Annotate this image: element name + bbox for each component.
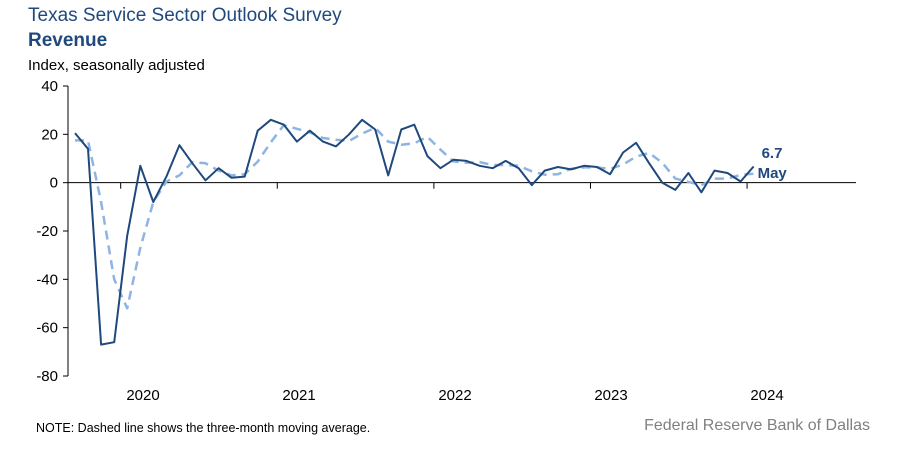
y-tick-label: 20 — [41, 126, 58, 143]
chart-title: Texas Service Sector Outlook Survey — [28, 5, 342, 26]
x-tick-label: 2022 — [438, 387, 471, 404]
last-month-label: May — [758, 165, 788, 182]
moving-average-line — [75, 123, 754, 310]
y-tick-label: 40 — [41, 78, 58, 95]
source-credit: Federal Reserve Bank of Dallas — [644, 417, 870, 434]
footnote: NOTE: Dashed line shows the three-month … — [36, 421, 371, 435]
y-tick-label: -60 — [36, 320, 58, 337]
last-value-label: 6.7 — [762, 145, 783, 162]
y-axis-label: Index, seasonally adjusted — [28, 57, 205, 74]
index-line — [74, 118, 755, 346]
x-tick-label: 2024 — [750, 387, 783, 404]
chart-subtitle: Revenue — [28, 30, 108, 51]
y-tick-label: 0 — [50, 175, 58, 192]
x-tick-label: 2023 — [594, 387, 627, 404]
x-tick-label: 2021 — [282, 387, 315, 404]
y-tick-label: -20 — [36, 223, 58, 240]
y-tick-label: -40 — [36, 271, 58, 288]
y-tick-label: -80 — [36, 368, 58, 385]
x-tick-label: 2020 — [126, 387, 159, 404]
